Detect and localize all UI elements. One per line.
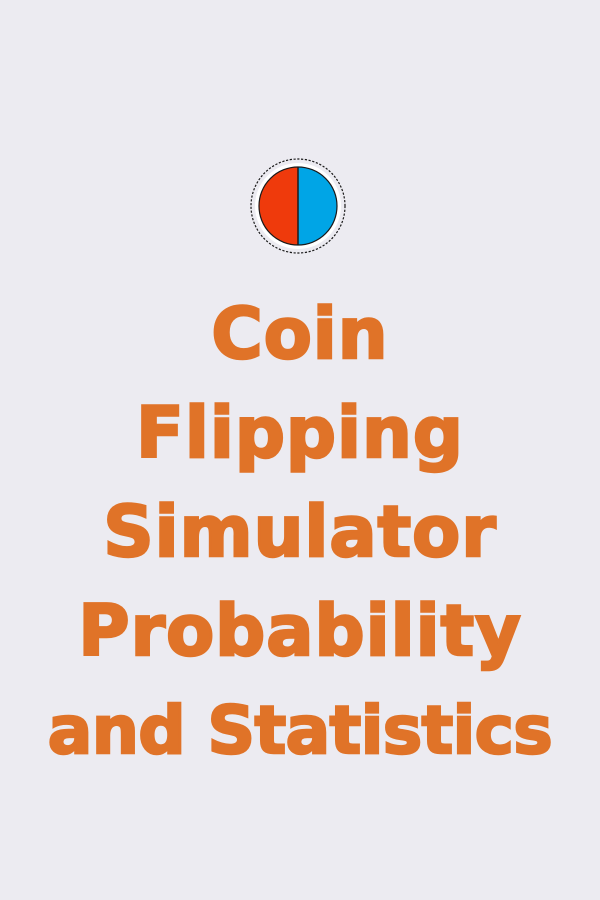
title-line-4: Probability: [77, 589, 522, 674]
coin-icon: [250, 158, 346, 254]
coin-logo: [249, 157, 347, 255]
coin-outer-ring: [250, 158, 346, 254]
title-line-5: and Statistics: [47, 691, 554, 771]
coin-face-outline: [258, 166, 338, 246]
title-line-2: Flipping: [135, 391, 464, 476]
title-line-1: Coin: [210, 292, 389, 377]
coin-right-half: [298, 167, 337, 245]
app-title: Coin Flipping Simulator Probability and …: [0, 285, 600, 780]
title-line-3: Simulator: [102, 490, 497, 575]
coin-left-half: [259, 167, 298, 245]
